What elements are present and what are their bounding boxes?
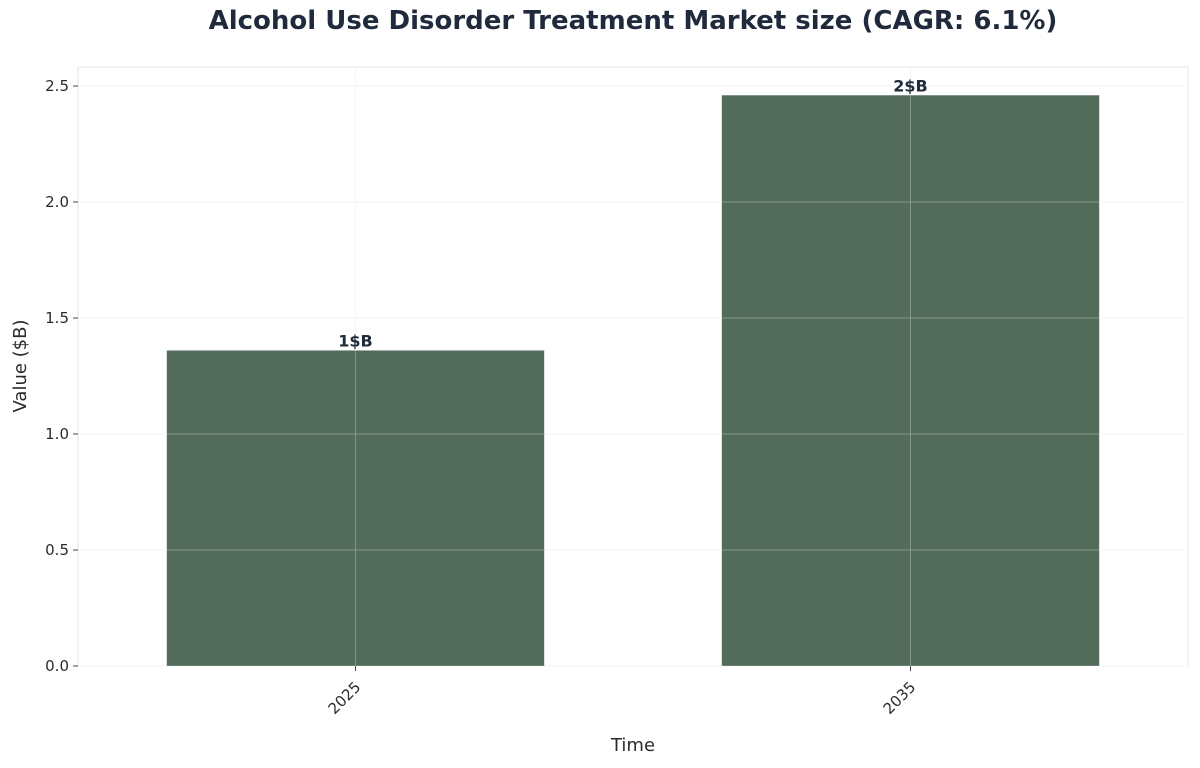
x-tick-label: 2025 [325, 678, 365, 718]
y-tick-label: 1.5 [45, 309, 69, 327]
bar-value-label: 2$B [893, 76, 927, 95]
y-axis-label: Value ($B) [10, 320, 31, 413]
bar-value-label: 1$B [338, 331, 372, 350]
bar-2025 [166, 350, 545, 666]
y-tick-label: 1.0 [45, 425, 69, 443]
y-tick-label: 2.0 [45, 193, 69, 211]
x-axis-label: Time [610, 735, 655, 756]
y-tick-label: 0.5 [45, 541, 69, 559]
bar-2035 [721, 95, 1100, 666]
chart-title: Alcohol Use Disorder Treatment Market si… [208, 6, 1058, 36]
y-tick-label: 2.5 [45, 77, 69, 95]
y-tick-label: 0.0 [45, 657, 69, 675]
x-tick-label: 2035 [880, 678, 920, 718]
